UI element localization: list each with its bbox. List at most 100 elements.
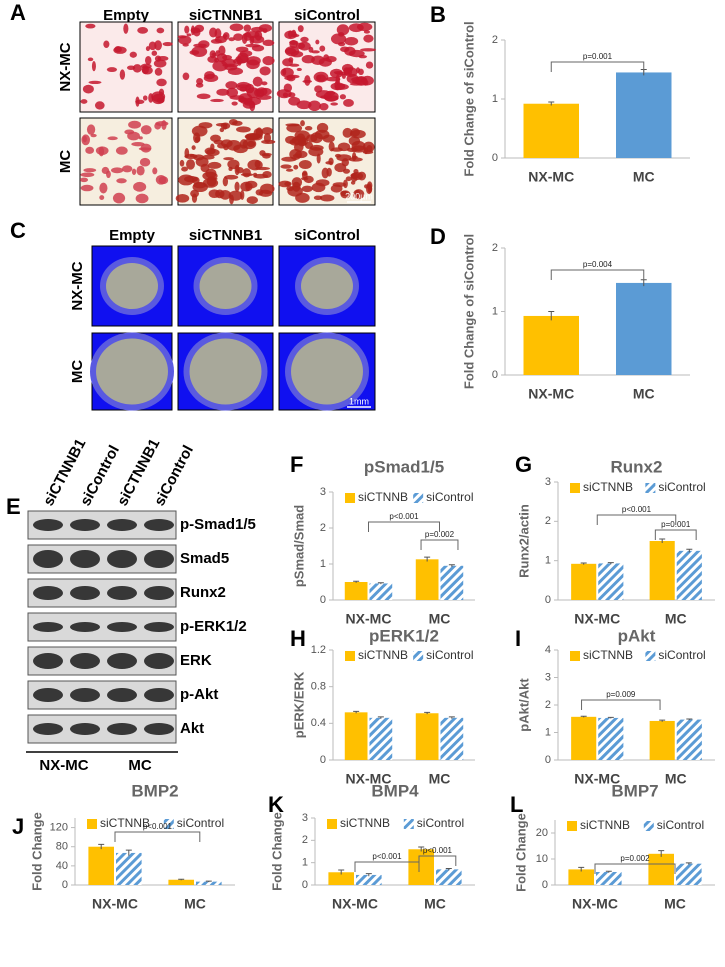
error-bar	[685, 862, 692, 865]
stain-blob	[313, 71, 329, 83]
stain-blob	[322, 134, 335, 143]
y-tick-label: 2	[545, 699, 551, 711]
stain-blob	[259, 150, 266, 156]
panel-letter: J	[12, 814, 24, 839]
error-bar	[580, 562, 587, 565]
stain-blob	[210, 134, 221, 142]
blot-band	[33, 622, 63, 632]
stain-blob	[211, 52, 221, 57]
legend-swatch	[403, 819, 414, 829]
blot-band	[33, 586, 63, 600]
legend-label: siControl	[426, 490, 473, 504]
panel-letter: L	[510, 792, 523, 817]
y-tick-label: 2	[302, 834, 308, 846]
column-header: siControl	[294, 227, 360, 244]
stain-blob	[154, 55, 162, 62]
stain-blob	[129, 51, 137, 58]
stain-blob	[121, 165, 133, 173]
bar	[676, 863, 702, 885]
stain-blob	[218, 45, 226, 56]
stain-blob	[300, 36, 309, 43]
stain-blob	[342, 127, 353, 138]
stain-blob	[80, 177, 89, 183]
column-header: Empty	[103, 7, 150, 24]
stain-blob	[352, 152, 357, 162]
error-bar	[605, 870, 612, 873]
stain-blob	[319, 45, 326, 52]
panel-letter: D	[430, 224, 446, 249]
stain-blob	[246, 59, 260, 70]
stain-blob	[343, 67, 358, 78]
blot-band	[107, 519, 137, 531]
stain-blob	[319, 194, 335, 202]
y-tick-label: 2	[492, 34, 498, 46]
bar	[616, 72, 672, 158]
stain-blob	[135, 193, 149, 204]
stain-blob	[226, 139, 242, 151]
error-bar	[448, 716, 455, 719]
stain-blob	[209, 27, 218, 38]
stain-blob	[256, 94, 272, 100]
bar	[415, 559, 439, 600]
bar	[568, 869, 594, 885]
stain-blob	[298, 159, 312, 170]
chart-title: BMP7	[611, 781, 658, 800]
stain-blob	[328, 157, 334, 166]
stain-blob	[261, 127, 273, 135]
y-tick-label: 0	[545, 594, 551, 606]
legend-swatch	[345, 651, 355, 661]
y-axis-label: pAkt/Akt	[516, 678, 531, 732]
stain-blob	[340, 46, 350, 52]
stain-blob	[99, 195, 105, 200]
blot-band	[107, 622, 137, 632]
x-tick-label: MC	[665, 771, 687, 787]
stain-blob	[237, 84, 249, 89]
stain-blob	[316, 74, 321, 81]
stain-blob	[80, 172, 95, 178]
error-bar	[205, 880, 212, 883]
stain-blob	[335, 74, 341, 86]
stain-blob	[116, 178, 127, 184]
stain-blob	[99, 182, 108, 194]
stain-blob	[236, 126, 251, 133]
blot-band	[70, 723, 100, 735]
y-tick-label: 80	[56, 841, 68, 853]
group-label: MC	[128, 757, 151, 774]
x-tick-label: NX-MC	[92, 896, 138, 912]
row-label: NX-MC	[57, 42, 74, 91]
stain-blob	[229, 23, 244, 32]
stain-blob	[152, 167, 158, 175]
x-tick-label: MC	[184, 896, 206, 912]
scan-sample	[291, 338, 363, 405]
stain-blob	[283, 83, 293, 93]
bracket	[418, 855, 457, 866]
panel-letter: I	[515, 626, 521, 651]
scan-sample	[199, 263, 252, 309]
y-tick-label: 0	[545, 754, 551, 766]
y-tick-label: 4	[545, 644, 551, 656]
y-tick-label: 3	[545, 476, 551, 488]
bracket	[581, 699, 661, 710]
bracket	[654, 529, 697, 540]
stain-blob	[205, 168, 217, 179]
stain-blob	[207, 55, 218, 63]
y-axis-label: Fold Change of siControl	[461, 21, 476, 176]
y-tick-label: 3	[545, 671, 551, 683]
bar	[168, 879, 194, 885]
y-tick-label: 1	[492, 305, 498, 317]
legend-label: siControl	[426, 648, 473, 662]
bar	[369, 583, 393, 600]
blot-band	[33, 653, 63, 669]
y-tick-label: 0	[62, 879, 68, 891]
stain-blob	[336, 154, 352, 162]
chart-title: BMP4	[371, 781, 419, 800]
stain-blob	[354, 189, 360, 196]
stain-blob	[316, 153, 321, 164]
stain-blob	[80, 99, 88, 104]
stain-blob	[254, 160, 261, 168]
y-axis-label: Fold Change	[269, 812, 284, 891]
stain-blob	[285, 168, 294, 172]
stain-blob	[358, 55, 368, 59]
bar	[598, 563, 624, 600]
